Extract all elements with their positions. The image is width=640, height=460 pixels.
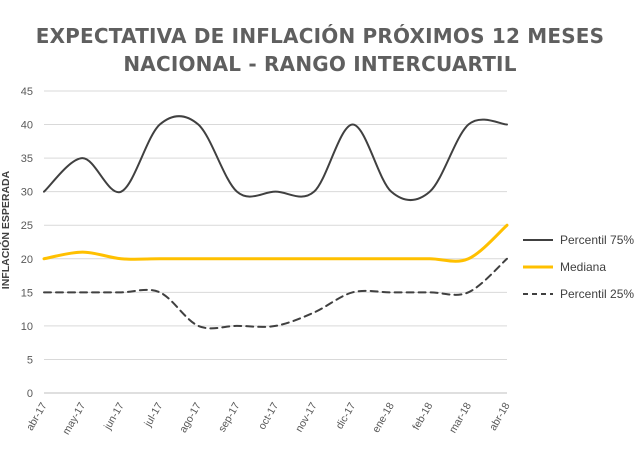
- data-point: [235, 257, 239, 261]
- x-tick-label: nov-17: [293, 400, 320, 434]
- data-point: [428, 190, 432, 194]
- data-point: [158, 257, 162, 261]
- y-tick-labels: 0 5 10 15 20 25 30 35 40 45: [21, 86, 33, 400]
- data-point: [389, 290, 393, 294]
- chart-subtitle: NACIONAL - RANGO INTERCUARTIL: [123, 52, 517, 76]
- x-tick-labels: abr-17 may-17 jun-17 jul-17 ago-17 sep-17 oct-…: [24, 400, 513, 436]
- data-point: [505, 223, 509, 227]
- y-tick-label: 35: [21, 153, 33, 165]
- data-point: [119, 190, 123, 194]
- data-point: [42, 257, 46, 261]
- legend-label: Mediana: [560, 260, 606, 274]
- data-point: [158, 123, 162, 127]
- data-point: [351, 257, 355, 261]
- data-point: [196, 257, 200, 261]
- gridlines: [44, 90, 507, 394]
- data-point: [466, 257, 470, 261]
- data-point: [81, 250, 85, 254]
- data-point: [119, 290, 123, 294]
- y-tick-label: 5: [27, 354, 33, 366]
- series-line-1: [43, 115, 508, 202]
- data-point: [42, 190, 46, 194]
- data-point: [42, 290, 46, 294]
- y-tick-label: 45: [21, 86, 33, 98]
- x-tick-label: jun-17: [101, 400, 127, 432]
- series-line-3: [43, 257, 508, 330]
- data-point: [81, 290, 85, 294]
- data-point: [81, 156, 85, 160]
- y-tick-label: 0: [27, 388, 33, 400]
- data-point: [274, 324, 278, 328]
- data-point: [466, 290, 470, 294]
- x-tick-label: abr-18: [487, 400, 513, 432]
- data-point: [351, 123, 355, 127]
- data-point: [505, 257, 509, 261]
- legend-label: Percentil 75%: [560, 233, 634, 247]
- x-tick-label: may-17: [60, 400, 88, 436]
- x-tick-label: mar-18: [447, 400, 474, 435]
- data-point: [235, 190, 239, 194]
- data-point: [196, 123, 200, 127]
- data-point: [235, 324, 239, 328]
- x-tick-label: ene-18: [370, 400, 397, 434]
- data-point: [312, 310, 316, 314]
- data-point: [505, 123, 509, 127]
- series-lines: [42, 115, 509, 330]
- x-tick-label: abr-17: [24, 400, 50, 432]
- data-point: [196, 324, 200, 328]
- x-tick-label: jul-17: [142, 400, 166, 429]
- x-tick-label: dic-17: [334, 400, 359, 431]
- series-line-2: [42, 223, 509, 263]
- data-point: [466, 123, 470, 127]
- data-point: [274, 190, 278, 194]
- y-axis-label: INFLACIÓN ESPERADA: [0, 170, 12, 289]
- data-point: [389, 257, 393, 261]
- data-point: [274, 257, 278, 261]
- data-point: [351, 290, 355, 294]
- data-point: [312, 257, 316, 261]
- data-point: [312, 190, 316, 194]
- y-tick-label: 10: [21, 321, 33, 333]
- x-tick-label: feb-18: [410, 400, 435, 432]
- y-tick-label: 40: [21, 120, 33, 132]
- data-point: [389, 190, 393, 194]
- x-tick-label: sep-17: [216, 400, 243, 434]
- legend: Percentil 75% Mediana Percentil 25%: [523, 233, 634, 301]
- data-point: [428, 290, 432, 294]
- x-tick-label: oct-17: [256, 400, 281, 431]
- chart-title: EXPECTATIVA DE INFLACIÓN PRÓXIMOS 12 MES…: [35, 24, 605, 48]
- data-point: [158, 290, 162, 294]
- legend-label: Percentil 25%: [560, 287, 634, 301]
- y-tick-label: 30: [21, 187, 33, 199]
- x-tick-label: ago-17: [177, 400, 204, 434]
- y-tick-label: 15: [21, 287, 33, 299]
- y-tick-label: 25: [21, 220, 33, 232]
- y-tick-label: 20: [21, 254, 33, 266]
- data-point: [119, 257, 123, 261]
- data-point: [428, 257, 432, 261]
